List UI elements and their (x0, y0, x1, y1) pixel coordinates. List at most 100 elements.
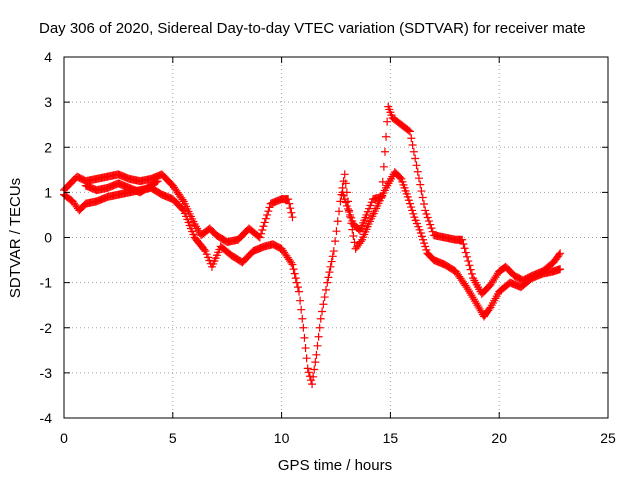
data-point (461, 248, 470, 257)
data-point (458, 235, 467, 244)
data-point (422, 245, 431, 254)
data-point (255, 233, 264, 242)
data-point (408, 206, 417, 215)
data-point (311, 358, 320, 367)
data-point (466, 289, 475, 298)
data-point (321, 285, 330, 294)
data-point (340, 170, 349, 179)
data-point (416, 180, 425, 189)
data-point (422, 209, 431, 218)
data-point (464, 287, 473, 296)
data-point (341, 198, 350, 207)
data-points (60, 102, 565, 389)
data-point (333, 217, 342, 226)
data-point (404, 196, 413, 205)
data-point (416, 228, 425, 237)
data-point (310, 365, 319, 374)
data-point (284, 195, 293, 204)
data-point (261, 214, 270, 223)
data-point (258, 225, 267, 234)
data-point (288, 260, 297, 269)
data-point (319, 300, 328, 309)
data-point (290, 269, 299, 278)
data-point (465, 261, 474, 270)
y-tick-label: 4 (44, 49, 52, 65)
data-point (403, 192, 412, 201)
data-point (396, 173, 405, 182)
data-point (339, 191, 348, 200)
data-point (471, 297, 480, 306)
data-point (405, 127, 414, 136)
data-point (288, 213, 297, 222)
data-point (407, 203, 416, 212)
y-tick-label: -4 (40, 410, 53, 426)
data-point (153, 177, 162, 186)
data-point (341, 179, 350, 188)
data-point (309, 372, 318, 381)
data-point (383, 117, 392, 126)
data-point (327, 257, 336, 266)
data-point (318, 307, 327, 316)
data-point (308, 380, 317, 389)
data-point (418, 193, 427, 202)
data-point (332, 227, 341, 236)
data-point (328, 252, 337, 261)
data-point (286, 204, 295, 213)
data-point (424, 217, 433, 226)
data-point (200, 245, 209, 254)
y-tick-label: 0 (44, 230, 52, 246)
data-point (405, 199, 414, 208)
x-tick-label: 10 (274, 430, 290, 446)
data-point (466, 265, 475, 274)
data-point (264, 207, 273, 216)
data-point (462, 283, 471, 292)
data-point (556, 249, 565, 258)
data-point (379, 162, 388, 171)
data-point (407, 134, 416, 143)
data-point (464, 257, 473, 266)
data-point (320, 293, 329, 302)
data-point (412, 161, 421, 170)
y-tick-label: -2 (40, 320, 53, 336)
data-point (382, 132, 391, 141)
data-point (302, 354, 311, 363)
data-point (377, 192, 386, 201)
data-series (60, 170, 297, 247)
data-point (335, 207, 344, 216)
data-point (409, 209, 418, 218)
data-point (380, 147, 389, 156)
data-point (298, 314, 307, 323)
x-axis-ticks: 0 5 10 15 20 25 (60, 57, 616, 446)
data-point (469, 295, 478, 304)
data-point (295, 287, 304, 296)
data-point (285, 199, 294, 208)
data-point (421, 206, 430, 215)
data-point (423, 213, 432, 222)
data-point (316, 314, 325, 323)
data-point (421, 242, 430, 251)
data-point (555, 250, 564, 259)
data-point (409, 147, 418, 156)
data-point (324, 273, 333, 282)
chart-title: Day 306 of 2020, Sidereal Day-to-day VTE… (39, 20, 586, 37)
x-tick-label: 20 (491, 430, 507, 446)
data-point (257, 229, 266, 238)
data-point (293, 283, 302, 292)
x-tick-label: 15 (383, 430, 399, 446)
data-point (291, 274, 300, 283)
data-point (260, 218, 269, 227)
data-point (299, 323, 308, 332)
data-point (356, 237, 365, 246)
data-point (338, 188, 347, 197)
y-tick-label: 1 (44, 184, 52, 200)
data-point (467, 291, 476, 300)
data-point (289, 265, 298, 274)
data-point (329, 247, 338, 256)
data-point (303, 364, 312, 373)
y-tick-label: -3 (40, 365, 53, 381)
data-point (413, 167, 422, 176)
data-point (259, 222, 268, 231)
data-point (331, 237, 340, 246)
data-point (411, 154, 420, 163)
